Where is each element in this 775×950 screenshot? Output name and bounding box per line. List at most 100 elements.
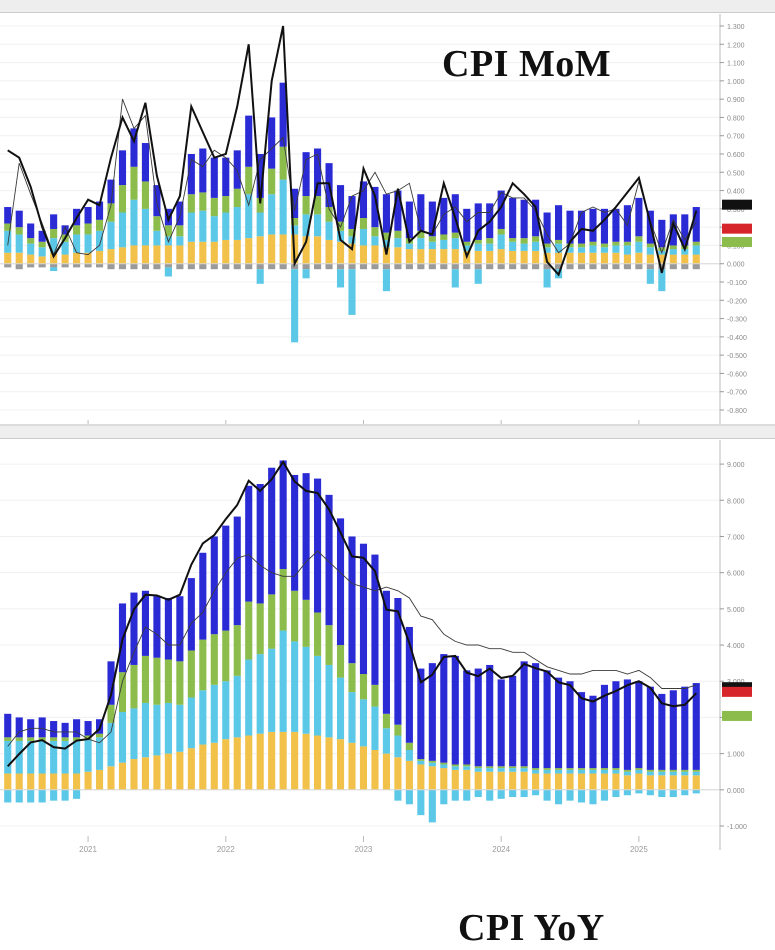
mom-last-value-marker	[722, 236, 752, 247]
yoy-bar-segment	[73, 737, 81, 741]
mom-bar-segment	[73, 234, 81, 253]
yoy-bar-segment	[520, 766, 528, 769]
mom-bar-segment	[95, 201, 104, 220]
mom-bar-segment	[417, 230, 425, 239]
mom-bar-segment	[233, 207, 241, 240]
mom-bar-segment	[38, 230, 46, 242]
yoy-bar-segment	[291, 590, 299, 642]
mom-bar-segment	[210, 263, 218, 270]
mom-y-tick-label: -0.500	[727, 353, 747, 360]
yoy-bar-segment	[692, 775, 700, 790]
yoy-bar-segment	[509, 789, 517, 798]
yoy-legend-bar	[0, 426, 775, 439]
yoy-bar-segment	[497, 789, 505, 799]
mom-bar-segment	[73, 225, 81, 235]
mom-bar-segment	[646, 243, 654, 248]
yoy-bar-segment	[474, 766, 482, 769]
mom-bar-segment	[532, 199, 540, 237]
mom-bar-segment	[164, 263, 172, 268]
mom-bar-segment	[555, 252, 563, 264]
mom-bar-segment	[153, 216, 161, 231]
mom-bar-segment	[405, 201, 413, 239]
yoy-bar-segment	[382, 713, 390, 729]
yoy-bar-segment	[520, 768, 528, 772]
mom-bar-segment	[623, 254, 631, 264]
yoy-x-tick-label: 2022	[217, 845, 235, 854]
yoy-bar-segment	[268, 648, 276, 732]
yoy-bar-segment	[394, 789, 402, 801]
mom-bar-segment	[164, 267, 172, 277]
mom-bar-segment	[199, 192, 207, 211]
yoy-bar-segment	[451, 766, 459, 770]
yoy-bar-segment	[176, 596, 184, 662]
yoy-bar-segment	[61, 773, 69, 790]
yoy-bar-segment	[256, 733, 264, 790]
yoy-bar-segment	[646, 686, 654, 770]
yoy-bar-segment	[61, 737, 69, 741]
mom-bar-segment	[382, 247, 390, 264]
yoy-y-tick-label: 5.000	[727, 607, 745, 614]
mom-bar-segment	[302, 196, 310, 215]
yoy-bar-segment	[635, 789, 643, 794]
yoy-y-tick-label: 7.000	[727, 534, 745, 541]
yoy-bar-segment	[474, 668, 482, 767]
yoy-bar-segment	[302, 599, 310, 647]
mom-bar-segment	[348, 196, 356, 229]
mom-bar-segment	[222, 157, 230, 197]
yoy-bar-segment	[314, 655, 322, 736]
mom-bar-segment	[658, 219, 666, 248]
mom-y-tick-label: 0.000	[727, 262, 745, 269]
yoy-bar-segment	[405, 760, 413, 790]
yoy-bar-segment	[520, 661, 528, 767]
yoy-bar-segment	[681, 686, 689, 770]
mom-bar-segment	[600, 208, 609, 244]
mom-bar-segment	[291, 263, 299, 270]
mom-bar-segment	[692, 254, 700, 264]
mom-bar-segment	[279, 179, 287, 235]
mom-bar-segment	[474, 203, 482, 240]
mom-bar-segment	[141, 208, 149, 246]
mom-bar-segment	[95, 250, 104, 264]
yoy-bar-segment	[451, 789, 459, 801]
yoy-y-tick-label: -1.000	[727, 824, 747, 831]
yoy-bar-segment	[325, 625, 333, 665]
mom-bar-segment	[359, 245, 368, 264]
mom-bar-segment	[669, 214, 677, 246]
mom-bar-segment	[405, 263, 413, 270]
yoy-bar-segment	[600, 768, 609, 770]
yoy-bar-segment	[118, 712, 127, 763]
yoy-bar-segment	[555, 768, 563, 770]
yoy-bar-segment	[532, 769, 540, 774]
yoy-bar-segment	[199, 552, 207, 640]
yoy-bar-segment	[566, 789, 574, 801]
mom-bar-segment	[371, 245, 379, 264]
yoy-bar-segment	[4, 737, 12, 741]
yoy-bar-segment	[382, 753, 390, 790]
mom-bar-segment	[141, 263, 149, 270]
yoy-bar-segment	[245, 735, 253, 790]
mom-bar-segment	[566, 243, 574, 248]
mom-bar-segment	[291, 269, 299, 343]
mom-bar-segment	[107, 263, 115, 270]
mom-y-tick-label: 1.000	[727, 79, 745, 86]
mom-bar-segment	[497, 190, 505, 229]
mom-bar-segment	[325, 221, 333, 240]
mom-bar-segment	[95, 219, 104, 231]
mom-bar-segment	[451, 194, 459, 233]
mom-bar-segment	[314, 214, 322, 237]
mom-bar-segment	[95, 263, 104, 268]
yoy-bar-segment	[681, 769, 689, 772]
mom-bar-segment	[141, 181, 149, 209]
cpi-mom-panel: -0.800 -0.700 -0.600 -0.500 -0.400 -0.300 -0.2…	[0, 0, 775, 426]
yoy-bar-segment	[107, 661, 115, 705]
yoy-bar-segment	[658, 769, 666, 772]
yoy-bar-segment	[256, 654, 264, 734]
yoy-bar-segment	[681, 771, 689, 776]
yoy-bar-segment	[153, 657, 161, 705]
mom-bar-segment	[681, 249, 689, 255]
yoy-bar-segment	[440, 654, 448, 763]
mom-bar-segment	[623, 263, 631, 270]
yoy-core-line	[7, 550, 697, 747]
mom-bar-segment	[176, 225, 184, 237]
mom-bar-segment	[199, 263, 207, 270]
